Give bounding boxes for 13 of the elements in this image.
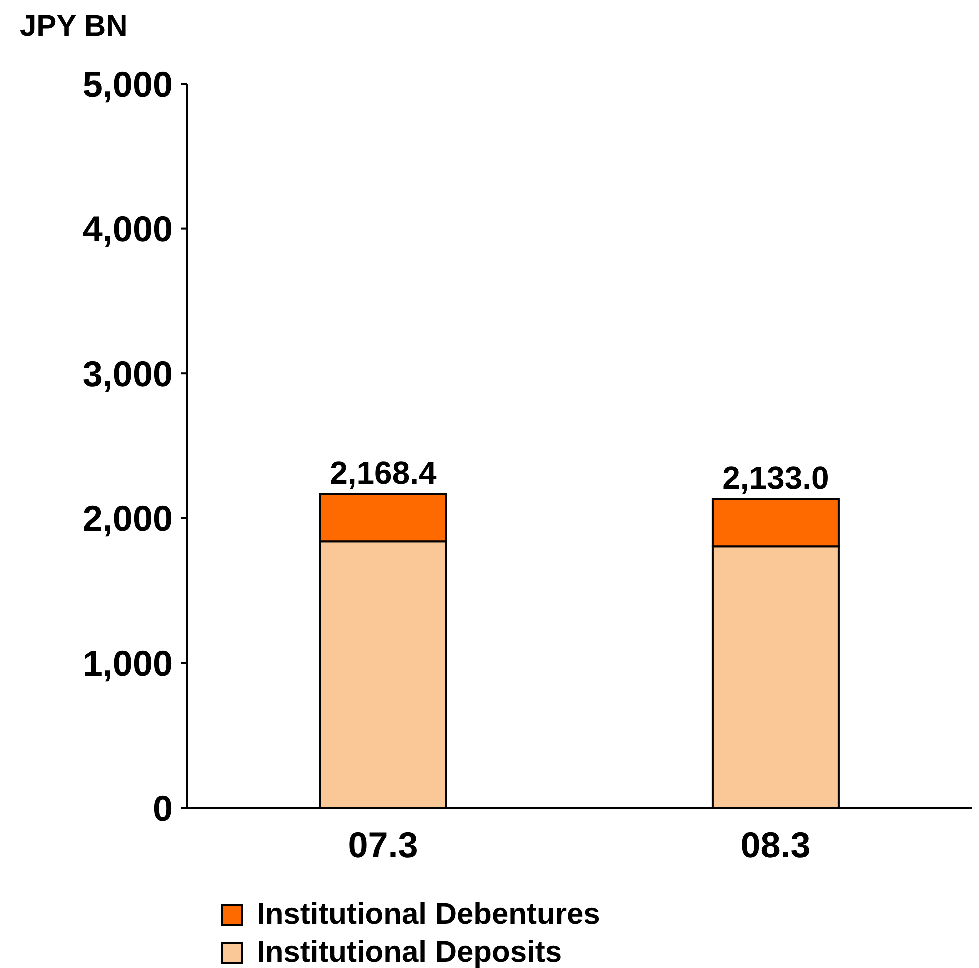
- y-axis-title: JPY BN: [20, 10, 128, 44]
- legend-label: Institutional Deposits: [257, 936, 562, 968]
- legend-label: Institutional Debentures: [257, 898, 600, 932]
- y-tick-label: 2,000: [82, 498, 173, 540]
- x-tick-label: 08.3: [740, 824, 811, 866]
- x-tick-label: 07.3: [348, 824, 418, 866]
- y-tick-label: 1,000: [82, 642, 173, 684]
- y-tick-label: 5,000: [82, 64, 173, 105]
- total-label: 2,133.0: [722, 460, 830, 496]
- y-tick-label: 0: [152, 788, 173, 829]
- y-tick-label: 3,000: [82, 353, 173, 394]
- total-label: 2,168.4: [330, 455, 438, 492]
- y-tick-label: 4,000: [82, 208, 173, 250]
